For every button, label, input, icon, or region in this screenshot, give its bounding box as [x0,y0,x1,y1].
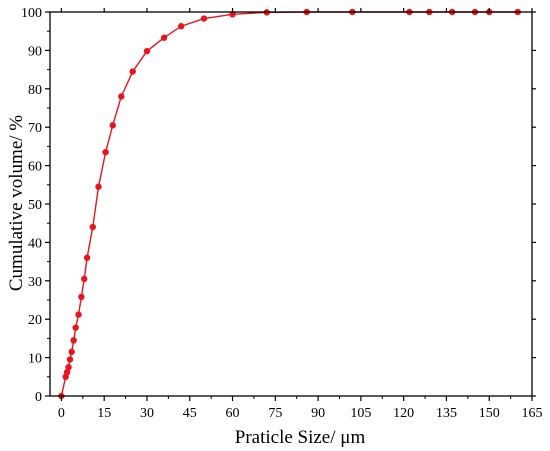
series-line [60,11,518,397]
x-tick-label: 120 [393,406,414,421]
data-point [200,15,208,22]
x-tick-label: 150 [479,406,500,421]
data-point [70,337,77,344]
x-tick-label: 15 [97,406,111,421]
plot-marks [58,8,521,400]
x-tick-label: 0 [58,406,65,421]
data-point [63,368,71,376]
data-point [66,356,74,363]
data-point [229,11,236,18]
data-point [177,23,185,30]
data-point [129,68,136,75]
y-tick-label: 60 [28,160,42,175]
data-point [65,364,72,371]
x-tick-label: 165 [522,406,543,421]
x-tick-label: 105 [350,406,371,421]
x-axis-title: Praticle Size/ μm [235,427,366,448]
data-point [81,275,88,283]
y-tick-label: 100 [21,6,42,21]
data-point [78,293,85,301]
y-axis-title: Cumulative volume/ % [6,115,27,291]
axes: 0 15 30 45 60 75 90 105 120 135 150 165 0 10 20 30 40 50 6… [21,6,543,421]
data-point [83,254,91,261]
y-tick-label: 50 [28,198,42,213]
data-point [160,34,168,41]
x-tick-label: 45 [183,406,197,421]
x-tick-label: 75 [268,406,282,421]
y-tick-label: 20 [28,313,42,328]
y-tick-label: 80 [28,83,42,98]
y-tick-label: 90 [28,44,42,59]
y-tick-label: 10 [28,352,42,367]
data-point [102,148,109,156]
y-tick-label: 0 [35,390,42,405]
y-tick-label: 70 [28,121,42,136]
x-tick-label: 30 [140,406,154,421]
data-point [95,183,102,190]
x-tick-label: 60 [226,406,240,421]
x-tick-label: 135 [436,406,457,421]
x-tick-label: 90 [311,406,325,421]
data-point [89,223,96,231]
data-point [68,348,75,356]
data-point [109,122,116,129]
data-point [75,311,82,318]
data-point [118,93,125,100]
y-tick-label: 40 [28,236,42,251]
y-tick-label: 30 [28,275,42,290]
plot-frame [49,11,533,397]
data-point [143,47,151,55]
data-point [72,324,79,331]
